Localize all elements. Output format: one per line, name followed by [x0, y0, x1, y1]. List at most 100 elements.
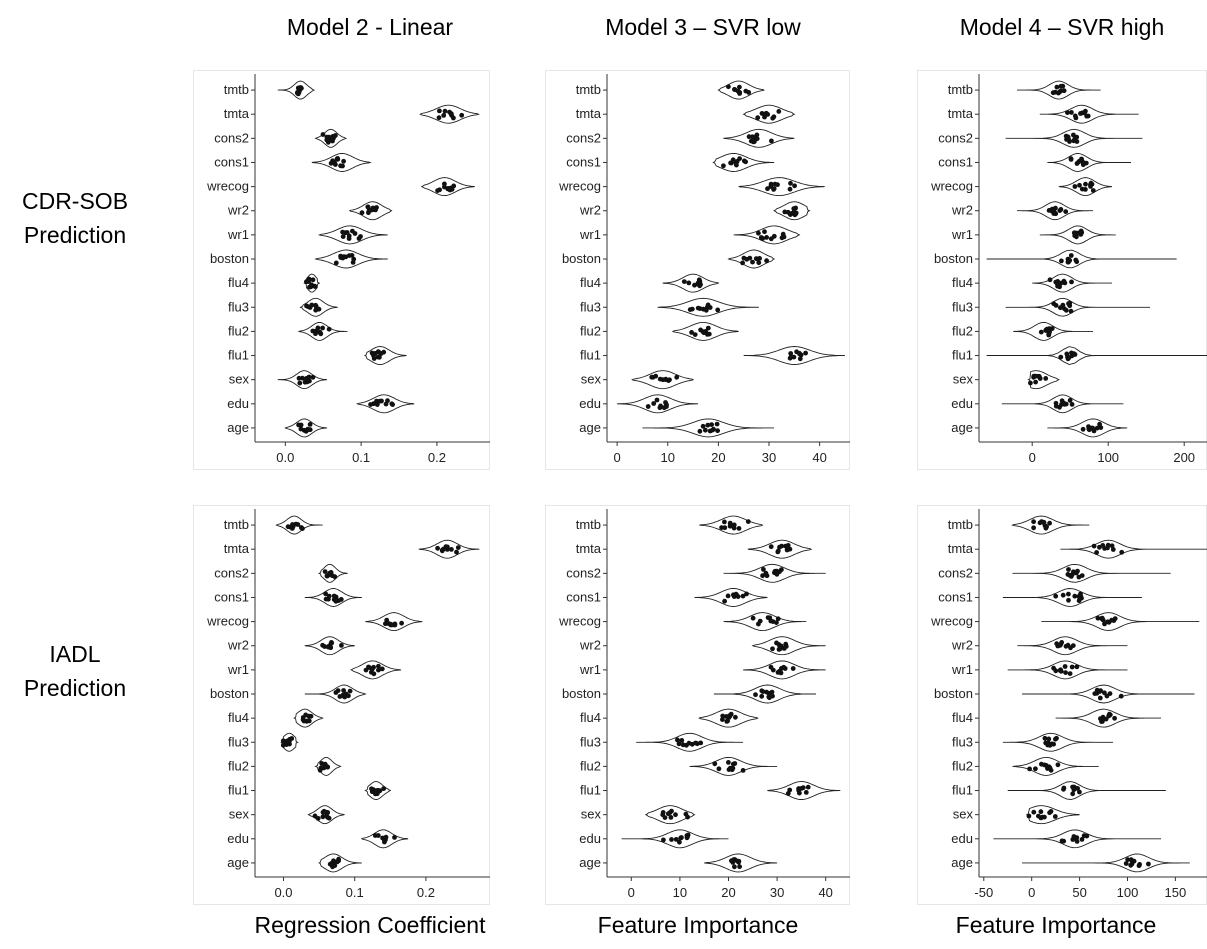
- y-tick-label: flu4: [580, 275, 601, 290]
- data-point: [1069, 402, 1075, 407]
- y-tick-label: wr2: [951, 638, 973, 653]
- data-point: [324, 137, 330, 143]
- data-point: [766, 694, 772, 700]
- data-point: [322, 644, 327, 649]
- violin-wrecog: [723, 612, 807, 632]
- panel-border: [193, 70, 490, 470]
- y-tick-label: edu: [227, 831, 249, 846]
- data-point: [298, 426, 304, 432]
- y-tick-label: wr1: [227, 662, 249, 677]
- y-tick-label: wr2: [579, 203, 601, 218]
- y-tick-label: cons1: [566, 154, 601, 169]
- violin-sex: [277, 370, 328, 390]
- row-title-iadl-line1: IADL: [49, 641, 101, 667]
- data-point: [370, 205, 376, 211]
- data-point: [332, 863, 338, 868]
- violin-flu4: [1055, 708, 1161, 728]
- y-tick-label: wr1: [951, 227, 973, 242]
- data-point: [327, 861, 333, 867]
- data-point: [1088, 180, 1094, 186]
- data-point: [1070, 784, 1075, 790]
- violin-edu: [360, 829, 409, 849]
- violin-flu1: [986, 346, 1207, 365]
- x-tick-label: 100: [1117, 885, 1139, 900]
- y-tick-label: wr1: [951, 662, 973, 677]
- data-point: [792, 183, 797, 189]
- violin-flu4: [303, 273, 321, 293]
- chart-svg: 0 10 20 30 40 tmtb tmta cons2 cons1 wrecog wr2 wr1 b…: [545, 70, 850, 470]
- data-point: [451, 115, 456, 121]
- data-point: [436, 115, 442, 121]
- data-point: [743, 88, 749, 94]
- x-tick-label: 30: [762, 450, 776, 465]
- data-point: [1068, 157, 1074, 162]
- data-point: [775, 182, 780, 188]
- data-point: [730, 157, 736, 163]
- data-point: [692, 332, 698, 337]
- data-point: [714, 421, 720, 427]
- data-point: [325, 644, 331, 650]
- data-point: [1033, 766, 1038, 772]
- data-point: [1041, 519, 1047, 525]
- data-point: [1097, 421, 1102, 427]
- violin-wr1: [317, 225, 388, 245]
- y-tick-label: wr1: [579, 662, 601, 677]
- data-point: [665, 811, 671, 817]
- data-point: [329, 640, 335, 646]
- y-tick-label: wr2: [951, 203, 973, 218]
- data-point: [1090, 188, 1096, 193]
- violin-flu3: [1005, 297, 1150, 317]
- data-point: [371, 671, 377, 677]
- data-point: [781, 664, 787, 670]
- y-tick-label: age: [951, 420, 973, 435]
- data-point: [368, 402, 373, 407]
- data-point: [1074, 664, 1080, 670]
- violin-wrecog: [1041, 612, 1200, 632]
- violin-wrecog: [420, 177, 475, 197]
- violin-age: [284, 418, 328, 438]
- data-point: [716, 766, 722, 772]
- violin-wr1: [743, 660, 826, 680]
- y-tick-label: wrecog: [206, 614, 249, 629]
- data-point: [1071, 834, 1077, 839]
- data-point: [779, 543, 784, 549]
- data-point: [290, 522, 295, 527]
- data-point: [1080, 426, 1086, 432]
- data-point: [374, 402, 380, 407]
- data-point: [720, 713, 726, 719]
- data-point: [442, 181, 447, 187]
- data-point: [1058, 207, 1064, 212]
- y-tick-label: tmtb: [224, 82, 249, 97]
- data-point: [339, 643, 344, 648]
- data-point: [1026, 813, 1032, 819]
- data-point: [1055, 762, 1061, 768]
- data-point: [715, 307, 721, 313]
- data-point: [1123, 861, 1129, 866]
- data-point: [1105, 619, 1111, 625]
- violin-tmtb: [275, 515, 323, 535]
- y-tick-label: flu1: [580, 783, 601, 798]
- data-point: [1046, 208, 1052, 213]
- data-point: [376, 667, 381, 673]
- data-point: [399, 620, 404, 626]
- data-point: [737, 91, 742, 96]
- data-point: [304, 279, 309, 285]
- row-title-cdr-sob: CDR-SOB Prediction: [0, 184, 150, 252]
- data-point: [347, 688, 353, 694]
- violin-flu3: [1002, 732, 1114, 752]
- data-point: [437, 108, 442, 114]
- x-tick-label: 40: [812, 450, 826, 465]
- data-point: [1042, 735, 1048, 741]
- data-point: [705, 422, 711, 428]
- data-point: [1078, 230, 1083, 236]
- x-tick-label: 200: [1173, 450, 1195, 465]
- violin-cons2: [314, 128, 348, 148]
- data-point: [720, 717, 725, 722]
- data-point: [343, 691, 349, 697]
- data-point: [780, 231, 786, 237]
- data-point: [1098, 716, 1103, 722]
- violin-cons2: [1012, 563, 1171, 583]
- x-title-feature-importance-svr-high: Feature Importance: [955, 912, 1157, 938]
- panel-iadl-svr-low: 0 10 20 30 40 tmtb tmta cons2 cons1 wrecog wr2 wr1 b…: [545, 505, 850, 905]
- data-point: [322, 569, 328, 574]
